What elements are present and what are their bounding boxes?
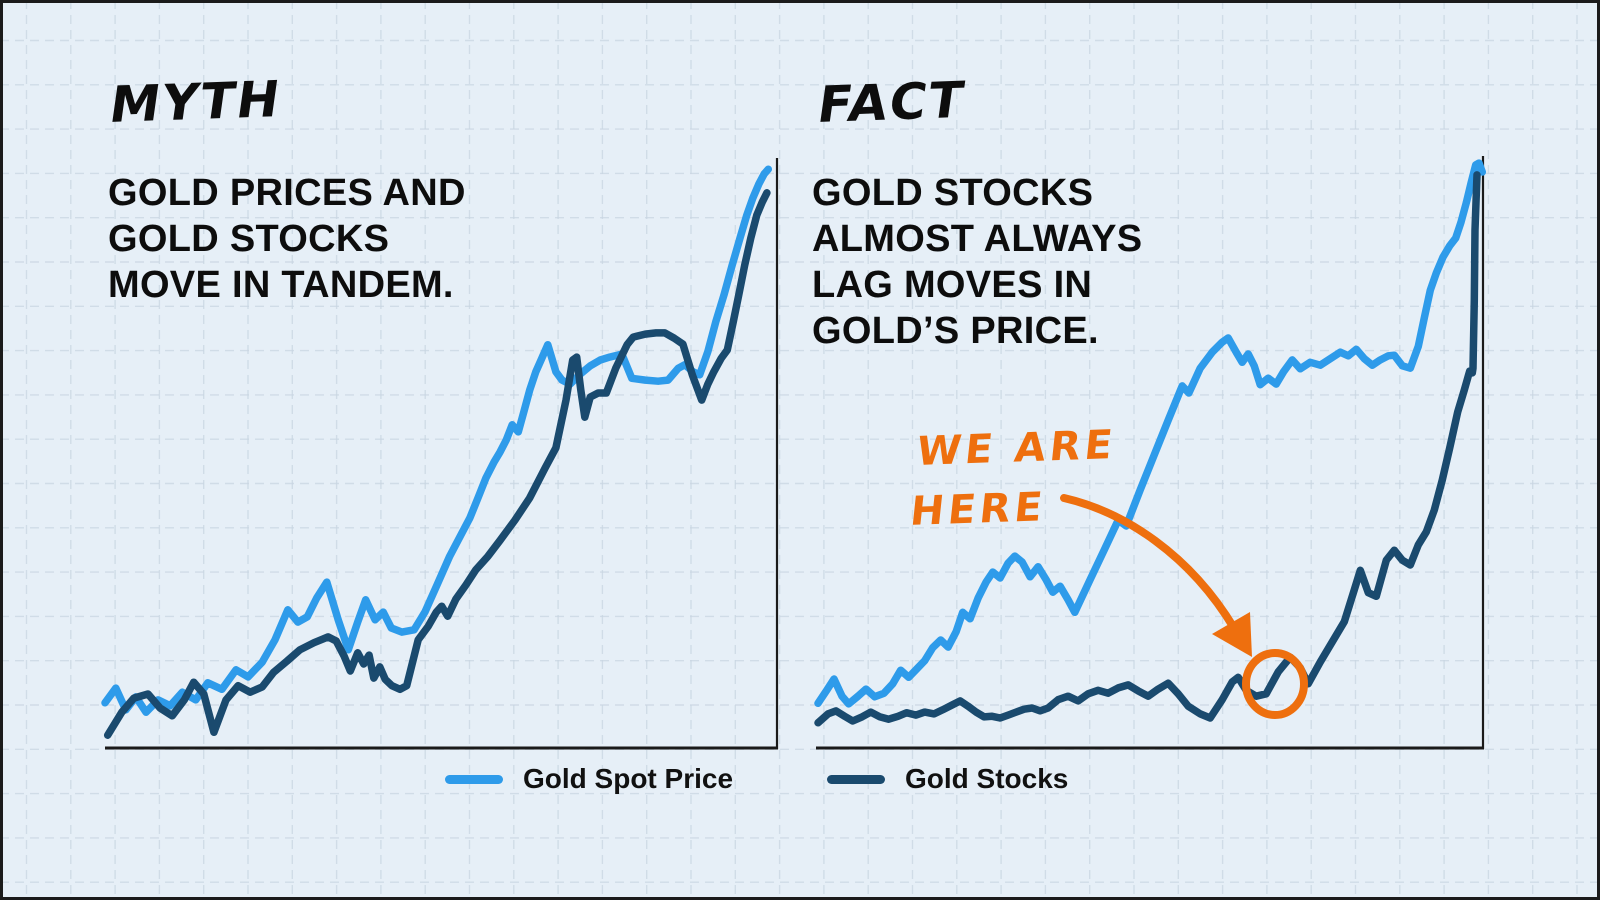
fact-gold-spot-price-line (814, 159, 1487, 708)
legend-item-gold-stocks: Gold Stocks (827, 763, 1068, 795)
legend-item-gold-spot-price: Gold Spot Price (445, 763, 733, 795)
legend-label-gold-spot-price: Gold Spot Price (523, 763, 734, 794)
fact-statement: GOLD STOCKS ALMOST ALWAYS LAG MOVES IN G… (812, 170, 1142, 354)
myth-gold-stocks-line (103, 189, 771, 739)
legend-label-gold-stocks: Gold Stocks (905, 763, 1069, 794)
myth-title: MYTH (106, 70, 286, 134)
we-are-here-circle (1242, 649, 1308, 719)
fact-title: FACT (814, 70, 969, 134)
we-are-here-label: WE ARE HERE (907, 415, 1119, 542)
myth-statement-line: GOLD PRICES AND (108, 172, 466, 214)
myth-statement: GOLD PRICES AND GOLD STOCKS MOVE IN TAND… (108, 170, 466, 308)
gold-spot-price-swatch (445, 774, 503, 784)
gold-stocks-swatch (827, 774, 885, 784)
fact-statement-line: GOLD STOCKS (812, 172, 1094, 214)
myth-statement-line: MOVE IN TANDEM. (108, 264, 454, 306)
we-are-here-line: WE ARE (914, 422, 1119, 475)
fact-statement-line: LAG MOVES IN (812, 264, 1093, 306)
we-are-here-line: HERE (908, 484, 1049, 535)
we-are-here-arrowhead (1212, 612, 1252, 657)
fact-statement-line: GOLD’S PRICE. (812, 310, 1099, 352)
we-are-here-arrow (1060, 494, 1238, 632)
fact-gold-stocks-line (814, 171, 1481, 727)
fact-statement-line: ALMOST ALWAYS (812, 218, 1143, 260)
myth-statement-line: GOLD STOCKS (108, 218, 390, 260)
